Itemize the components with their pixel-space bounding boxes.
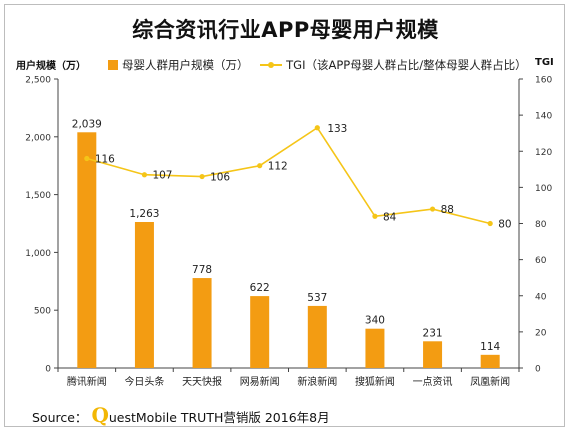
left-y-tick-label: 500 <box>34 307 51 317</box>
legend: 母婴人群用户规模（万） TGI（该APP母婴人群占比/整体母婴人群占比） <box>108 57 535 73</box>
right-y-tick-label: 20 <box>535 328 547 338</box>
legend-item-line: TGI（该APP母婴人群占比/整体母婴人群占比） <box>260 57 527 73</box>
bar-value-label: 1,263 <box>129 208 159 220</box>
x-category-label: 网易新闻 <box>240 375 280 388</box>
tgi-point <box>257 163 263 169</box>
bar <box>480 354 500 368</box>
tgi-point <box>199 173 205 180</box>
bar-value-label: 114 <box>480 341 500 353</box>
bar <box>134 221 154 368</box>
tgi-value-label: 116 <box>95 153 115 165</box>
questmobile-logo-letter: Q <box>91 403 109 427</box>
bar-value-label: 2,039 <box>72 118 102 130</box>
chart-frame <box>4 4 565 427</box>
x-category-label: 一点资讯 <box>413 376 453 388</box>
right-y-tick-label: 60 <box>535 256 547 266</box>
right-y-tick-label: 120 <box>535 148 552 158</box>
bar-value-label: 537 <box>307 292 327 304</box>
legend-line-swatch <box>260 60 283 70</box>
bar <box>192 278 212 368</box>
tgi-point <box>84 155 90 162</box>
source-note: Source： Q uestMobile TRUTH营销版 2016年8月 <box>32 403 330 427</box>
left-y-tick-label: 1,500 <box>25 191 51 201</box>
left-y-tick-label: 1,000 <box>25 249 51 259</box>
right-y-tick-label: 140 <box>535 112 552 122</box>
bar <box>250 296 270 368</box>
right-y-tick-label: 40 <box>535 292 547 302</box>
tgi-point <box>429 206 436 212</box>
source-text: uestMobile TRUTH营销版 2016年8月 <box>108 410 330 425</box>
bar-value-label: 778 <box>192 264 212 276</box>
legend-bar-swatch <box>108 60 118 70</box>
right-axis-title: TGI <box>535 57 554 68</box>
left-y-tick-label: 2,500 <box>25 76 51 86</box>
bar-value-label: 622 <box>250 282 270 294</box>
x-category-label: 天天快报 <box>182 375 222 388</box>
tgi-point <box>141 172 148 178</box>
right-y-tick-label: 160 <box>535 76 552 86</box>
bar-value-label: 231 <box>423 327 443 339</box>
tgi-point <box>314 125 320 131</box>
tgi-value-label: 84 <box>383 211 397 223</box>
tgi-value-label: 112 <box>268 161 288 173</box>
bar <box>423 341 443 368</box>
x-category-label: 今日头条 <box>124 375 164 388</box>
bar <box>77 132 97 368</box>
tgi-point <box>372 213 378 219</box>
chart-title: 综合资讯行业APP母婴用户规模 <box>132 18 439 42</box>
right-y-tick-label: 80 <box>535 220 547 230</box>
tgi-value-label: 133 <box>327 123 347 135</box>
bar <box>365 328 385 368</box>
left-y-tick-label: 0 <box>45 365 51 375</box>
left-y-tick-label: 2,000 <box>25 133 51 143</box>
left-axis-title: 用户规模（万） <box>16 61 86 72</box>
tgi-value-label: 106 <box>210 172 230 184</box>
tgi-value-label: 107 <box>152 170 172 182</box>
x-category-label: 搜狐新闻 <box>355 375 395 388</box>
x-category-label: 腾讯新闻 <box>67 375 107 388</box>
x-category-label: 凤凰新闻 <box>470 375 510 388</box>
legend-bar-label: 母婴人群用户规模（万） <box>122 58 249 72</box>
right-y-tick-label: 100 <box>535 184 552 194</box>
tgi-point <box>487 220 493 227</box>
legend-line-label: TGI（该APP母婴人群占比/整体母婴人群占比） <box>286 58 527 72</box>
x-category-label: 新浪新闻 <box>297 375 337 388</box>
tgi-line <box>86 126 491 225</box>
right-y-tick-label: 0 <box>535 365 541 375</box>
tgi-value-label: 80 <box>498 219 511 231</box>
legend-item-bar: 母婴人群用户规模（万） <box>108 57 249 73</box>
bar <box>307 305 327 368</box>
bar-value-label: 340 <box>365 315 385 327</box>
tgi-value-label: 88 <box>441 204 454 216</box>
source-prefix: Source： <box>32 410 88 425</box>
